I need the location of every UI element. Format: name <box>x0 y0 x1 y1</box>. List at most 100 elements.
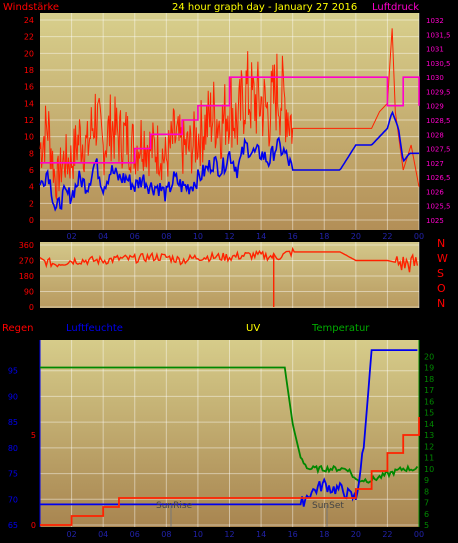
climate-hour-tick-label: 10 <box>193 530 203 539</box>
wind-tick-label: 16 <box>24 83 34 92</box>
pressure-tick-label: 1031,5 <box>426 31 451 39</box>
wind-tick-label: 0 <box>29 216 34 225</box>
hour-tick-label: 16 <box>288 232 298 241</box>
hour-tick-label: 22 <box>382 232 392 241</box>
pressure-tick-label: 1031 <box>426 46 444 54</box>
temperature-tick-label: 10 <box>424 465 434 474</box>
sunset-label: SunSet <box>312 501 344 511</box>
pressure-tick-label: 1030,5 <box>426 60 451 68</box>
pressure-tick-label: 1025,5 <box>426 203 451 211</box>
climate-hour-tick-label: 16 <box>288 530 298 539</box>
temperature-tick-label: 17 <box>424 386 434 395</box>
temperature-tick-label: 19 <box>424 364 434 373</box>
compass-label: N <box>437 297 445 310</box>
direction-tick-label: 0 <box>29 303 34 312</box>
wind-series-line <box>39 110 419 212</box>
humidity-series-line <box>40 349 418 507</box>
wind-tick-label: 18 <box>24 66 34 75</box>
humidity-tick-label: 90 <box>8 392 18 401</box>
hour-tick-label: 00 <box>414 232 424 241</box>
temperature-axis-title: Temperatur <box>311 323 370 334</box>
gust-series-line <box>39 28 420 200</box>
temperature-tick-label: 15 <box>424 409 434 418</box>
direction-tick-label: 180 <box>19 272 34 281</box>
temperature-tick-label: 20 <box>424 352 434 361</box>
humidity-tick-label: 85 <box>8 418 18 427</box>
rain-axis-title: Regen <box>2 323 34 334</box>
hour-tick-label: 20 <box>351 232 361 241</box>
wind-tick-label: 2 <box>29 199 34 208</box>
climate-hour-tick-label: 08 <box>161 530 171 539</box>
climate-hour-tick-label: 20 <box>351 530 361 539</box>
wind-tick-label: 6 <box>29 166 34 175</box>
climate-hour-tick-label: 00 <box>414 530 424 539</box>
temperature-tick-label: 5 <box>424 521 429 530</box>
pressure-tick-label: 1027,5 <box>426 146 451 154</box>
uv-axis-title: UV <box>246 323 260 334</box>
temperature-tick-label: 14 <box>424 420 434 429</box>
pressure-tick-label: 1028 <box>426 131 444 139</box>
wind-tick-label: 8 <box>29 149 34 158</box>
hour-tick-label: 12 <box>224 232 234 241</box>
temperature-tick-label: 13 <box>424 431 434 440</box>
temperature-tick-label: 12 <box>424 442 434 451</box>
hour-tick-label: 14 <box>256 232 266 241</box>
humidity-tick-label: 65 <box>8 521 18 530</box>
hour-tick-label: 18 <box>319 232 329 241</box>
pressure-tick-label: 1030 <box>426 74 444 82</box>
hour-tick-label: 02 <box>66 232 76 241</box>
temperature-tick-label: 9 <box>424 476 429 485</box>
pressure-tick-label: 1026,5 <box>426 174 451 182</box>
humidity-axis-title: Luftfeuchte <box>66 323 123 334</box>
pressure-tick-label: 1027 <box>426 160 444 168</box>
temperature-tick-label: 6 <box>424 510 429 519</box>
direction-tick-label: 360 <box>19 241 34 250</box>
humidity-tick-label: 75 <box>8 470 18 479</box>
wind-tick-label: 10 <box>24 133 34 142</box>
temperature-tick-label: 7 <box>424 499 429 508</box>
rain-tick-label: 0 <box>31 521 36 530</box>
temperature-tick-label: 11 <box>424 454 434 463</box>
rain-series-line <box>40 417 420 526</box>
wind-axis-title: Windstärke <box>3 2 59 13</box>
pressure-tick-label: 1026 <box>426 188 444 196</box>
wind-tick-label: 24 <box>24 16 34 25</box>
wind-tick-label: 14 <box>24 99 34 108</box>
wind-tick-label: 20 <box>24 49 34 58</box>
compass-label: N <box>437 237 445 250</box>
climate-hour-tick-label: 02 <box>66 530 76 539</box>
hour-tick-label: 04 <box>98 232 108 241</box>
pressure-axis-title: Luftdruck <box>372 2 419 13</box>
chart-title: 24 hour graph day - January 27 2016 <box>172 2 357 13</box>
pressure-tick-label: 1025 <box>426 217 444 225</box>
pressure-tick-label: 1029 <box>426 103 444 111</box>
hour-tick-label: 06 <box>130 232 140 241</box>
climate-hour-tick-label: 04 <box>98 530 108 539</box>
wind-tick-label: 4 <box>29 183 34 192</box>
humidity-tick-label: 80 <box>8 444 18 453</box>
sunrise-label: SunRise <box>156 501 193 511</box>
direction-tick-label: 90 <box>24 288 34 297</box>
climate-hour-tick-label: 22 <box>382 530 392 539</box>
hour-tick-label: 08 <box>161 232 171 241</box>
pressure-tick-label: 1029,5 <box>426 88 451 96</box>
temperature-tick-label: 16 <box>424 397 434 406</box>
compass-label: S <box>437 267 444 280</box>
temperature-tick-label: 18 <box>424 375 434 384</box>
climate-hour-tick-label: 06 <box>130 530 140 539</box>
direction-series-line <box>39 246 419 273</box>
hour-tick-label: 10 <box>193 232 203 241</box>
temperature-series-line <box>40 366 419 484</box>
pressure-tick-label: 1028,5 <box>426 117 451 125</box>
climate-hour-tick-label: 18 <box>319 530 329 539</box>
pressure-series-line <box>40 76 420 164</box>
direction-plot-area <box>40 242 419 308</box>
temperature-tick-label: 8 <box>424 487 429 496</box>
wind-tick-label: 12 <box>24 116 34 125</box>
humidity-tick-label: 70 <box>8 495 18 504</box>
wind-tick-label: 22 <box>24 33 34 42</box>
climate-hour-tick-label: 12 <box>224 530 234 539</box>
compass-label: O <box>437 282 446 295</box>
